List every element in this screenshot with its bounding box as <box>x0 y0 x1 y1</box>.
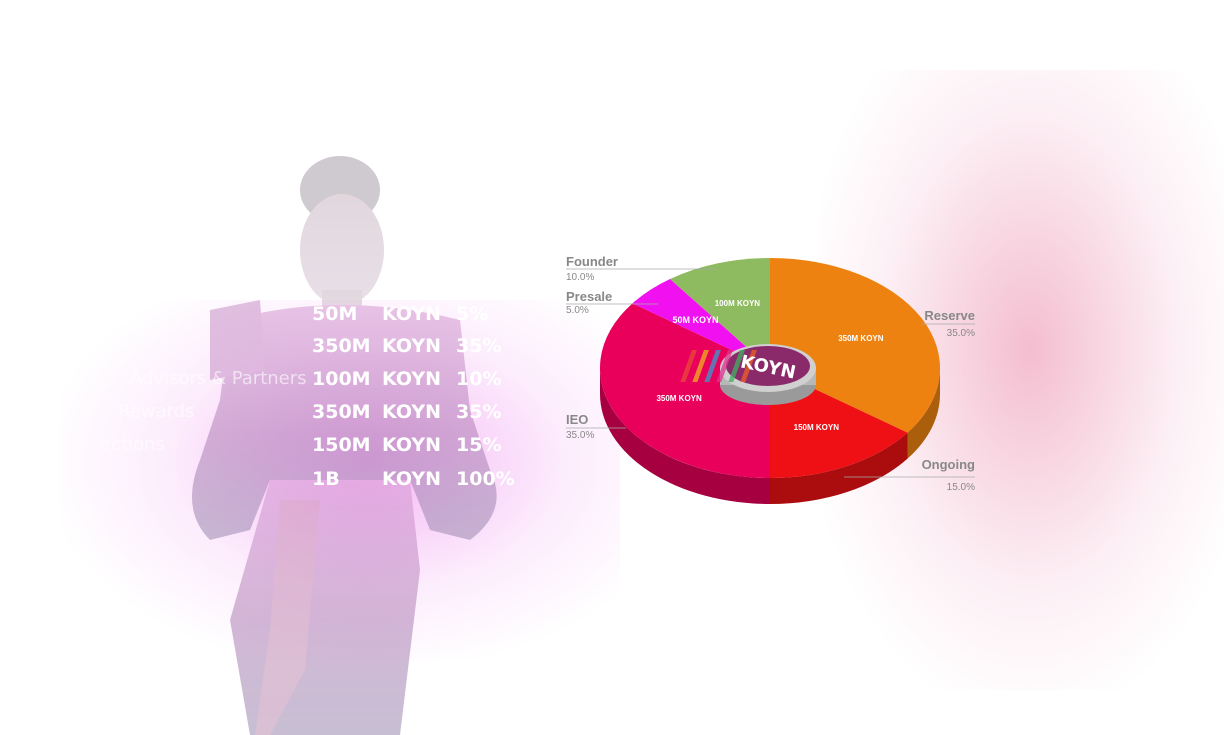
person-photo <box>192 156 497 735</box>
row-name: Rewards <box>118 401 195 422</box>
table-row: Rewards 350M KOYN 35% <box>0 401 560 431</box>
row-unit: KOYN <box>382 401 442 423</box>
pie-side-ieo <box>600 368 770 504</box>
row-amount: 350M <box>312 335 371 357</box>
token-pie-chart: 350M KOYN 150M KOYN 350M KOYN 50M KOYN 100M … <box>560 240 1000 540</box>
table-row: ections 150M KOYN 15% <box>0 434 560 464</box>
row-percent: 35% <box>456 401 502 423</box>
row-unit: KOYN <box>382 335 442 357</box>
row-amount: 1B <box>312 468 340 490</box>
slice-value-label: 50M KOYN <box>672 315 718 325</box>
table-row: 1B KOYN 100% <box>0 468 560 498</box>
row-amount: 100M <box>312 368 371 390</box>
slice-percent-label: 35.0% <box>566 430 594 441</box>
row-amount: 50M <box>312 303 358 325</box>
row-percent: 15% <box>456 434 502 456</box>
pie-side-ongoing <box>770 432 908 504</box>
koyn-coin-logo: KOYN <box>680 344 816 405</box>
slice-name-label: Founder <box>566 254 618 269</box>
slice-percent-label: 5.0% <box>566 305 589 316</box>
slice-name-label: Presale <box>566 289 612 304</box>
row-unit: KOYN <box>382 303 442 325</box>
pie-side-reserve <box>907 368 940 459</box>
row-percent: 10% <box>456 368 502 390</box>
row-percent: 35% <box>456 335 502 357</box>
table-row: Advisors & Partners 100M KOYN 10% <box>0 368 560 398</box>
table-row: 50M KOYN 5% <box>0 303 560 333</box>
pie-slice-founder <box>670 258 770 368</box>
row-percent: 5% <box>456 303 489 325</box>
slice-value-label: 150M KOYN <box>794 423 840 432</box>
row-unit: KOYN <box>382 368 442 390</box>
row-percent: 100% <box>456 468 515 490</box>
slice-percent-label: 15.0% <box>947 482 975 493</box>
row-name: Advisors & Partners <box>130 368 307 389</box>
slice-value-label: 350M KOYN <box>838 334 884 343</box>
slice-value-label: 100M KOYN <box>715 299 761 308</box>
row-amount: 350M <box>312 401 371 423</box>
slice-name-label: Ongoing <box>922 457 975 472</box>
table-row: 350M KOYN 35% <box>0 335 560 365</box>
pie-slice-ieo <box>600 303 770 478</box>
row-name: ections <box>100 434 165 455</box>
row-unit: KOYN <box>382 468 442 490</box>
slice-value-label: 350M KOYN <box>656 394 702 403</box>
row-amount: 150M <box>312 434 371 456</box>
slice-percent-label: 10.0% <box>566 272 594 283</box>
slice-name-label: Reserve <box>924 308 975 323</box>
slice-name-label: IEO <box>566 412 588 427</box>
pie-slice-presale <box>632 279 770 368</box>
pie-svg: 350M KOYN 150M KOYN 350M KOYN 50M KOYN 100M … <box>566 254 975 504</box>
pie-slice-reserve <box>770 258 940 433</box>
slice-percent-label: 35.0% <box>947 328 975 339</box>
row-unit: KOYN <box>382 434 442 456</box>
